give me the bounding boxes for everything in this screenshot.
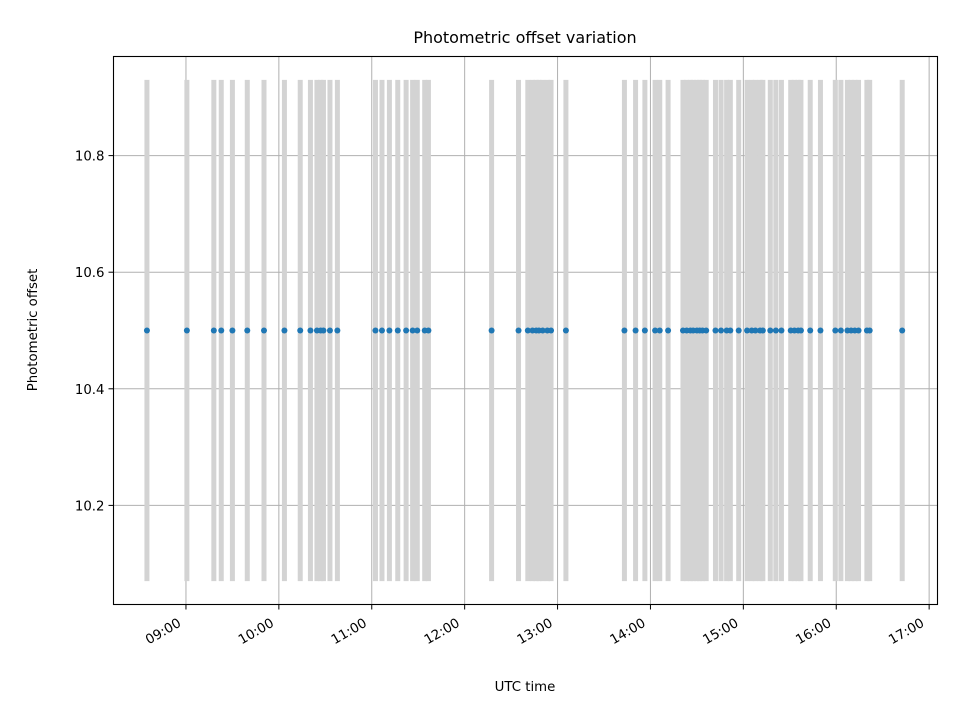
data-point xyxy=(372,327,379,334)
x-tick-label: 15:00 xyxy=(701,616,742,648)
data-point xyxy=(378,327,385,334)
plot-frame xyxy=(112,55,939,606)
data-point xyxy=(718,327,725,334)
data-point xyxy=(621,327,628,334)
y-tick-label: 10.2 xyxy=(75,499,105,514)
data-point xyxy=(183,327,190,334)
data-point xyxy=(539,327,546,334)
data-point xyxy=(334,327,341,334)
data-point xyxy=(759,327,766,334)
data-point xyxy=(425,327,432,334)
x-tick-label: 13:00 xyxy=(515,616,556,648)
x-tick-label: 10:00 xyxy=(236,616,277,648)
data-point xyxy=(297,327,304,334)
data-point xyxy=(632,327,639,334)
data-point xyxy=(767,327,774,334)
data-point xyxy=(832,327,839,334)
data-point xyxy=(386,327,393,334)
data-point xyxy=(562,327,569,334)
data-point xyxy=(394,327,401,334)
data-point xyxy=(210,327,217,334)
data-point xyxy=(866,327,873,334)
data-point xyxy=(414,327,421,334)
data-point xyxy=(409,327,416,334)
y-tick-label: 10.4 xyxy=(75,383,105,398)
data-point xyxy=(652,327,659,334)
data-point xyxy=(260,327,267,334)
data-point xyxy=(807,327,814,334)
y-tick-label: 10.8 xyxy=(75,150,105,165)
data-point xyxy=(772,327,779,334)
data-point xyxy=(656,327,663,334)
data-point xyxy=(727,327,734,334)
data-point xyxy=(837,327,844,334)
data-point xyxy=(143,327,150,334)
x-tick-label: 12:00 xyxy=(422,616,463,648)
data-point xyxy=(488,327,495,334)
data-point xyxy=(320,327,327,334)
data-point xyxy=(899,327,906,334)
data-point xyxy=(403,327,410,334)
x-tick-label: 09:00 xyxy=(143,616,184,648)
chart-title: Photometric offset variation xyxy=(413,28,636,47)
data-point xyxy=(855,327,862,334)
x-tick-label: 11:00 xyxy=(329,616,370,648)
point-layer xyxy=(143,327,906,334)
x-axis-label: UTC time xyxy=(495,680,556,695)
data-point xyxy=(797,327,804,334)
data-point xyxy=(229,327,236,334)
x-tick-label: 17:00 xyxy=(886,616,927,648)
data-point xyxy=(281,327,288,334)
data-point xyxy=(326,327,333,334)
data-point xyxy=(307,327,314,334)
data-point xyxy=(515,327,522,334)
data-point xyxy=(218,327,225,334)
x-tick-label: 14:00 xyxy=(608,616,649,648)
data-point xyxy=(735,327,742,334)
y-tick-label: 10.6 xyxy=(75,266,105,281)
data-point xyxy=(244,327,251,334)
data-point xyxy=(752,327,759,334)
data-point xyxy=(744,327,751,334)
y-axis-label: Photometric offset xyxy=(26,269,41,392)
data-point xyxy=(524,327,531,334)
data-point xyxy=(778,327,785,334)
data-point xyxy=(712,327,719,334)
data-point xyxy=(665,327,672,334)
data-point xyxy=(548,327,555,334)
data-point xyxy=(817,327,824,334)
x-tick-label: 16:00 xyxy=(794,616,835,648)
data-point xyxy=(703,327,710,334)
data-point xyxy=(641,327,648,334)
